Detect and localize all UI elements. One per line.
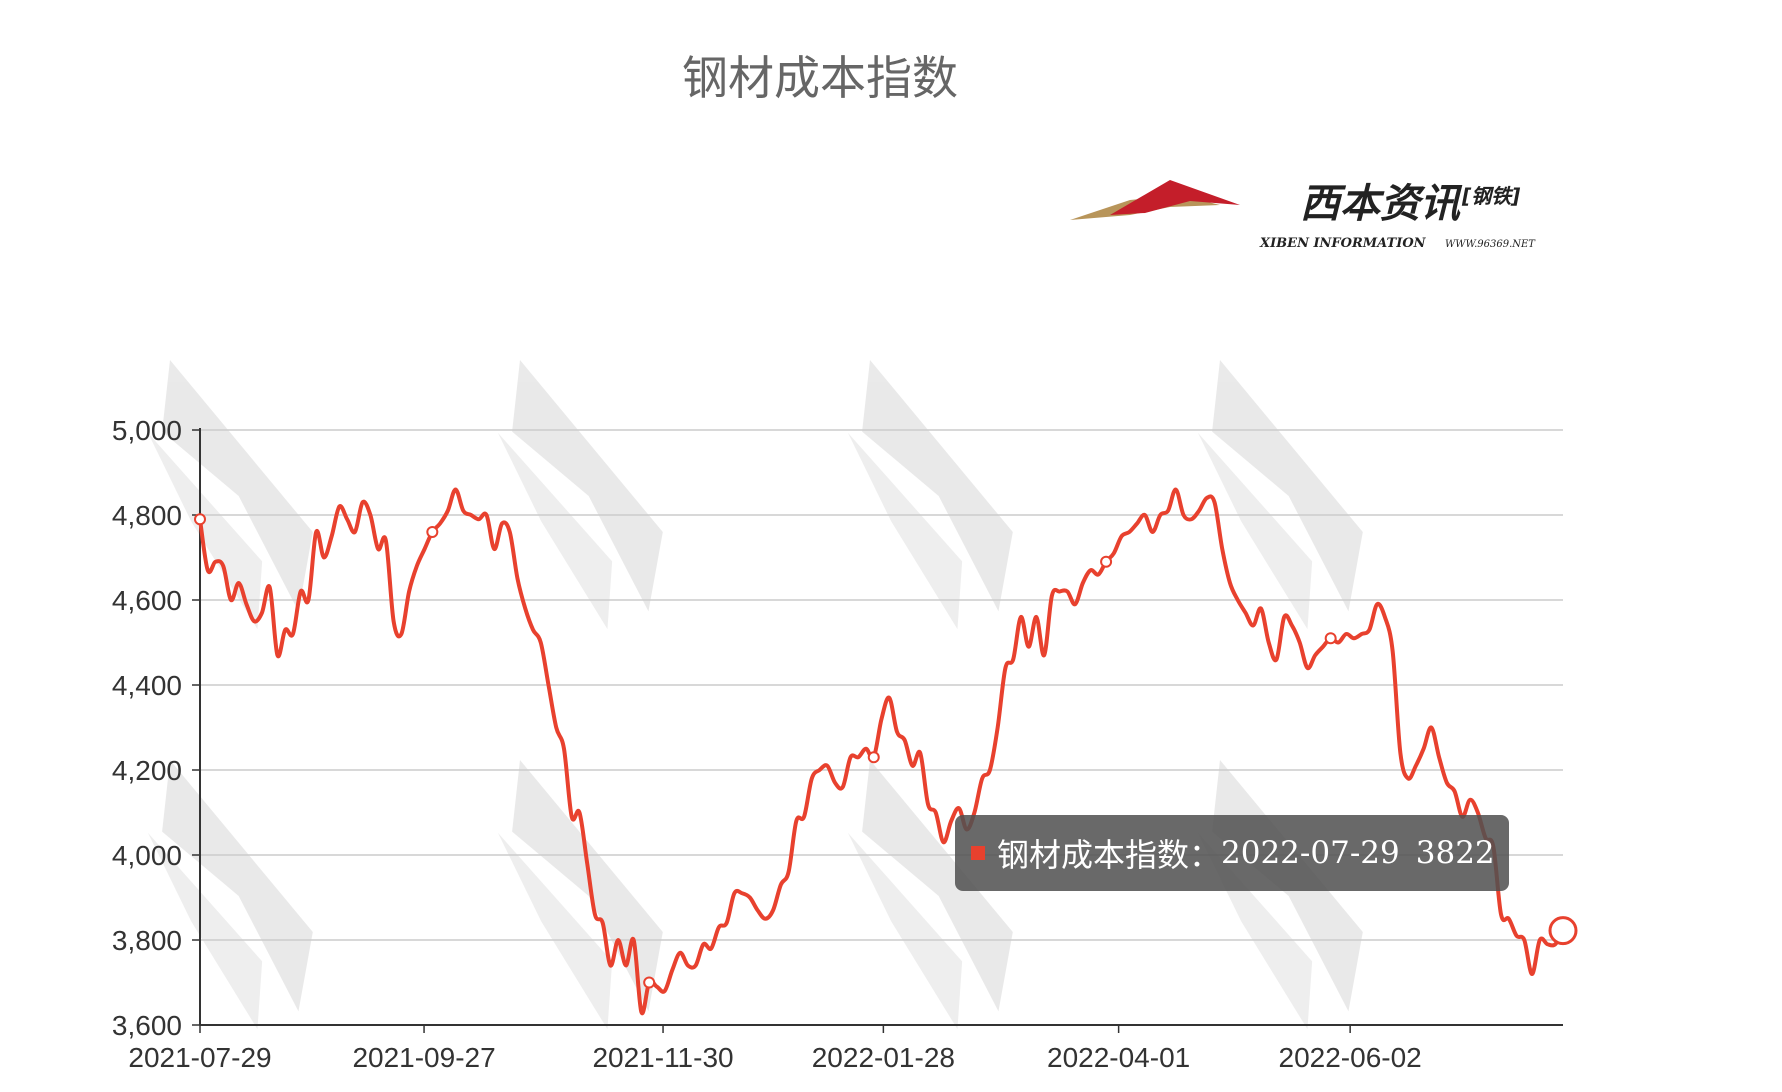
y-tick-label: 4,000 xyxy=(112,840,182,871)
x-tick-label: 2021-11-30 xyxy=(592,1042,733,1073)
watermark xyxy=(147,760,313,1030)
logo-red-mountain xyxy=(1110,180,1240,215)
watermark xyxy=(1197,360,1363,630)
x-tick-label: 2021-07-29 xyxy=(128,1042,271,1073)
watermark xyxy=(147,360,313,630)
series-layer xyxy=(194,487,1578,1016)
watermark-layer xyxy=(147,360,1363,1030)
chart-title: 钢材成本指数 xyxy=(682,51,958,105)
data-point xyxy=(426,526,439,538)
data-point xyxy=(867,751,880,764)
tooltip-series-name: 钢材成本指数： xyxy=(997,836,1222,874)
xiben-logo: 西本资讯 [钢铁] XIBEN INFORMATION WWW.96369.NE… xyxy=(1070,180,1536,251)
watermark xyxy=(1197,760,1363,1030)
x-tick-label: 2022-01-28 xyxy=(812,1042,955,1073)
watermark xyxy=(497,360,663,630)
logo-url-text: WWW.96369.NET xyxy=(1445,239,1536,250)
tooltip-marker xyxy=(971,846,985,860)
watermark xyxy=(847,760,1013,1030)
data-point xyxy=(643,976,656,989)
y-tick-label: 3,600 xyxy=(112,1010,182,1041)
y-axis-ticks: 5,000 4,800 4,600 4,400 4,200 4,000 3,800 3,600 xyxy=(112,415,200,1041)
y-tick-label: 4,600 xyxy=(112,585,182,616)
watermark xyxy=(497,760,663,1030)
tooltip-value: 3822 xyxy=(1415,835,1495,871)
x-tick-label: 2021-09-27 xyxy=(352,1042,495,1073)
x-axis-ticks: 2021-07-29 2021-09-27 2021-11-30 2022-01-28… xyxy=(128,1025,1422,1073)
highlighted-point[interactable] xyxy=(1548,916,1578,946)
logo-name-en: XIBEN INFORMATION xyxy=(1259,236,1427,251)
x-tick-label: 2022-04-01 xyxy=(1047,1042,1190,1073)
y-tick-label: 4,200 xyxy=(112,755,182,786)
y-tick-label: 4,400 xyxy=(112,670,182,701)
series-line xyxy=(198,487,1565,1016)
tooltip: 钢材成本指数： 2022-07-29 3822 xyxy=(955,815,1509,891)
data-point xyxy=(194,513,206,526)
watermark xyxy=(847,360,1013,630)
logo-name-cn: 西本资讯 xyxy=(1300,181,1463,227)
x-tick-label: 2022-06-02 xyxy=(1279,1042,1422,1073)
y-tick-label: 5,000 xyxy=(112,415,182,446)
data-point xyxy=(1324,632,1337,645)
y-tick-label: 4,800 xyxy=(112,500,182,531)
logo-bracket-text: [钢铁] xyxy=(1461,184,1520,208)
grid-lines xyxy=(200,429,1563,941)
tooltip-date: 2022-07-29 xyxy=(1221,835,1400,871)
data-point xyxy=(1100,555,1113,568)
y-tick-label: 3,800 xyxy=(112,925,182,956)
